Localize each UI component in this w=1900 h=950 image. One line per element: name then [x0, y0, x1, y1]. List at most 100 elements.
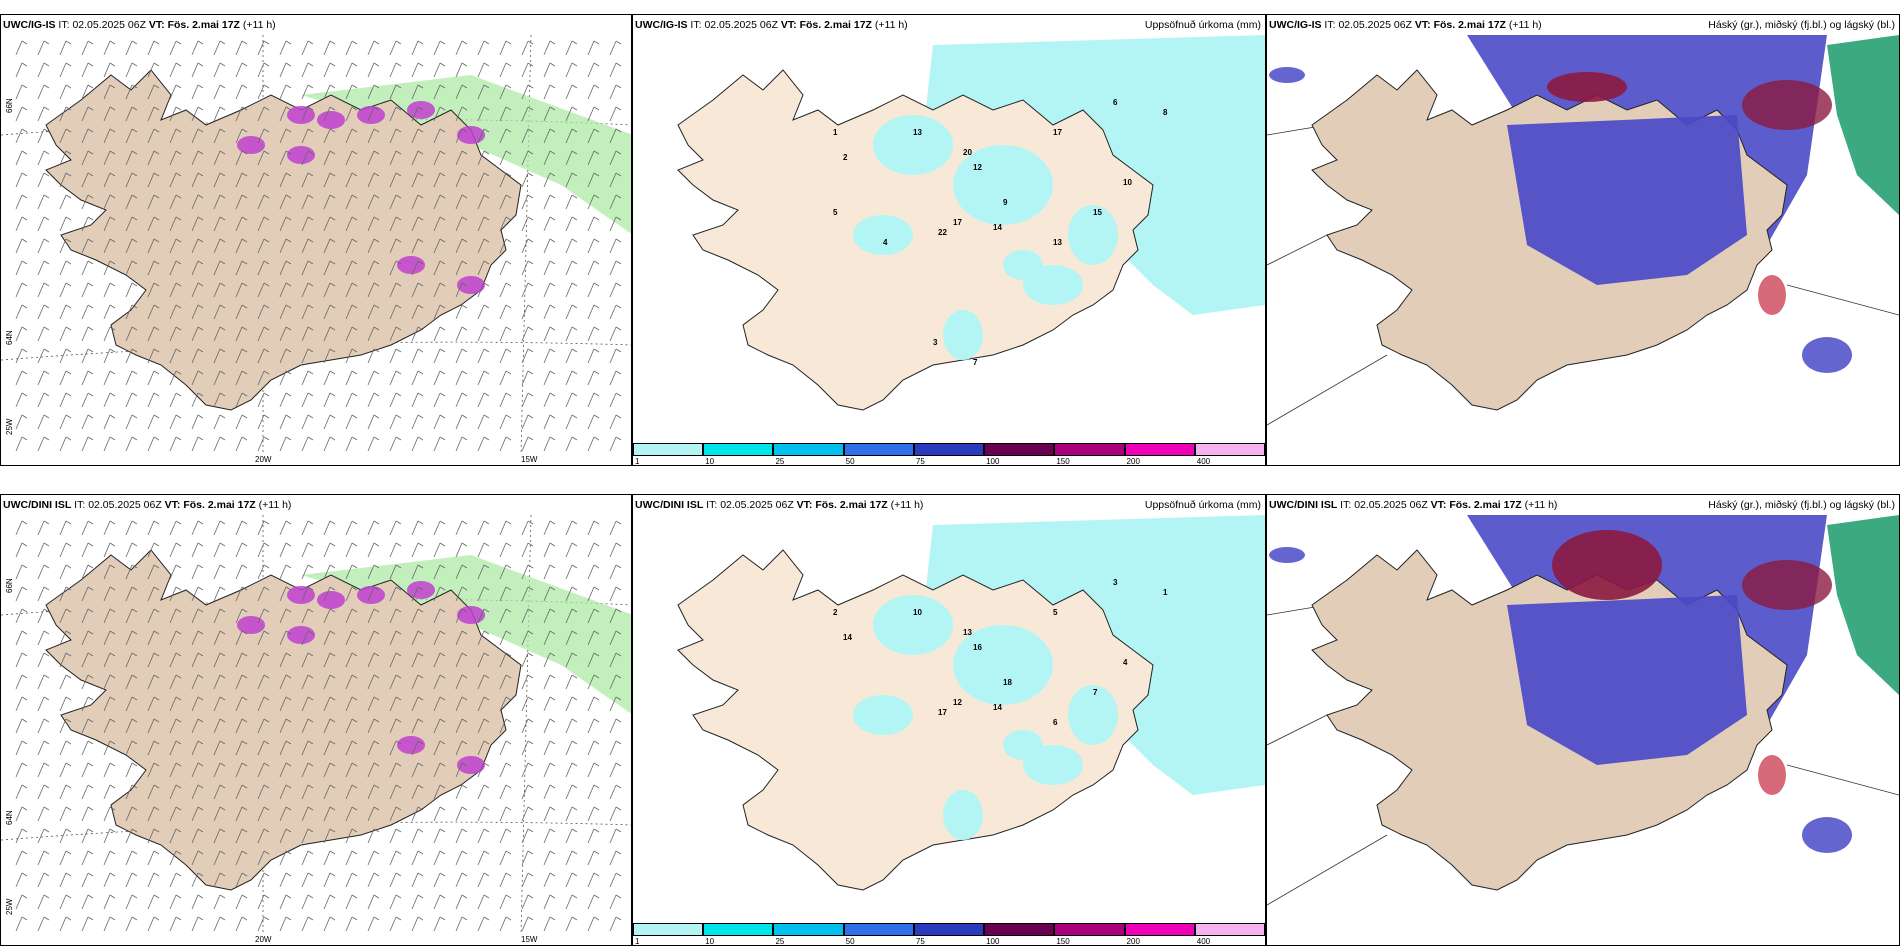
wind-barb	[87, 392, 94, 397]
wind-barb	[433, 652, 441, 668]
wind-barb	[191, 674, 199, 690]
wind-barb	[263, 84, 270, 89]
wind-barb	[373, 784, 380, 789]
wind-barb	[461, 916, 468, 921]
wind-barb	[505, 194, 512, 199]
wind-barb	[235, 194, 243, 210]
wind-barb	[169, 106, 177, 122]
wind-barb	[329, 608, 336, 613]
wind-barb	[241, 762, 248, 767]
wind-barb	[565, 916, 573, 932]
graticule-line	[1786, 764, 1899, 796]
wind-barb	[169, 542, 177, 558]
wind-barb	[571, 652, 578, 657]
wind-barb	[527, 520, 534, 525]
colorbar-label: 1	[635, 457, 640, 466]
wind-barb	[345, 674, 353, 690]
wind-barb	[59, 150, 67, 166]
wind-barb	[565, 304, 573, 320]
wind-barb	[433, 414, 441, 430]
wind-barb	[571, 62, 578, 67]
wind-barb	[543, 564, 551, 580]
wind-barb	[323, 370, 331, 386]
wind-barb	[345, 520, 353, 536]
wind-barb	[323, 608, 331, 624]
wind-barb	[461, 304, 468, 309]
wind-barb	[131, 674, 138, 679]
wind-barb	[263, 238, 270, 243]
wind-barb	[65, 696, 72, 701]
wind-barb	[15, 784, 23, 800]
wind-barb	[81, 894, 89, 910]
wind-barb	[37, 172, 45, 188]
wind-barb	[153, 172, 160, 177]
wind-barb	[543, 850, 551, 866]
wind-barb	[411, 194, 419, 210]
wind-barb	[477, 542, 485, 558]
wind-barb	[235, 326, 243, 342]
wind-barb	[103, 260, 111, 276]
wind-barb	[175, 326, 182, 331]
wind-barb	[461, 894, 468, 899]
wind-barb	[367, 542, 375, 558]
wind-barb	[587, 282, 595, 298]
wind-barb	[527, 806, 534, 811]
wind-barb	[389, 40, 397, 56]
wind-barb	[257, 608, 265, 624]
wind-barb	[477, 718, 485, 734]
wind-barb	[323, 916, 331, 932]
wind-barb	[439, 674, 446, 679]
wind-barb	[257, 542, 265, 558]
wind-barb	[367, 282, 375, 298]
colorbar-cell	[1124, 443, 1195, 456]
wind-barb	[395, 894, 402, 899]
wind-barb	[483, 326, 490, 331]
wind-barb	[103, 172, 111, 188]
wind-barb	[323, 128, 331, 144]
wind-barb	[15, 652, 23, 668]
precip-value: 17	[938, 708, 947, 717]
wind-barb	[125, 260, 133, 276]
wind-barb	[307, 414, 314, 419]
wind-barb	[477, 84, 485, 100]
wind-barb	[477, 436, 485, 452]
graticule-line	[1267, 354, 1388, 426]
wind-barb	[279, 784, 287, 800]
wind-barb	[367, 674, 375, 690]
wind-barb	[439, 520, 446, 525]
wind-barb	[279, 260, 287, 276]
wind-barb	[285, 674, 292, 679]
wind-barb	[477, 740, 485, 756]
wind-barb	[87, 282, 94, 287]
wind-barb	[499, 304, 507, 320]
wind-barb	[329, 326, 336, 331]
wind-barb	[65, 564, 72, 569]
wind-barb	[87, 62, 94, 67]
wind-barb	[587, 608, 595, 624]
wind-barb	[21, 348, 28, 353]
wind-barb	[521, 630, 529, 646]
wind-barb	[461, 784, 468, 789]
wind-barb	[395, 40, 402, 45]
wind-barb	[301, 150, 309, 166]
wind-barb	[235, 436, 243, 452]
wind-barb	[367, 696, 375, 712]
wind-barb	[43, 436, 50, 441]
wind-barb	[43, 696, 50, 701]
wind-barb	[373, 392, 380, 397]
wind-barb	[461, 828, 468, 833]
wind-barb	[615, 608, 622, 613]
wind-barb	[461, 128, 468, 133]
wind-barb	[263, 326, 270, 331]
wind-barb	[285, 150, 292, 155]
wind-barb	[175, 436, 182, 441]
wind-barb	[59, 520, 67, 536]
wind-barb	[543, 216, 551, 232]
wind-barb	[329, 850, 336, 855]
wind-barb	[15, 740, 23, 756]
wind-barb	[411, 128, 419, 144]
wind-barb	[241, 652, 248, 657]
wind-barb	[389, 62, 397, 78]
wind-barb	[219, 84, 226, 89]
wind-barb	[43, 194, 50, 199]
